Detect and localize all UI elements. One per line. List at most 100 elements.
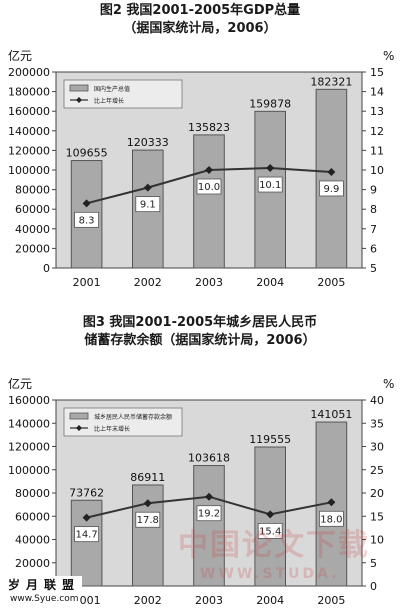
y2-tick-label: 15 <box>370 510 384 523</box>
y2-tick-label: 40 <box>370 394 384 407</box>
growth-point <box>327 167 336 176</box>
y2-tick-label: 6 <box>370 242 377 255</box>
y-tick-label: 60000 <box>15 510 50 523</box>
y2-tick-label: 8 <box>370 203 377 216</box>
x-tick-label: 2005 <box>317 276 345 289</box>
legend-line-marker <box>76 97 82 103</box>
growth-point <box>266 510 275 519</box>
growth-label-box <box>318 510 344 527</box>
y-tick-label: 100000 <box>8 464 50 477</box>
y2-tick-label: 7 <box>370 223 377 236</box>
legend-bar-swatch <box>69 412 89 420</box>
growth-label: 10.0 <box>198 182 220 193</box>
growth-label: 8.3 <box>79 215 95 226</box>
left-axis-unit: 亿元 <box>8 376 32 391</box>
x-tick-label: 2002 <box>134 594 162 607</box>
growth-label: 17.8 <box>137 515 159 526</box>
legend-line-marker <box>76 425 82 431</box>
growth-label-box <box>74 526 99 543</box>
x-tick-label: 2004 <box>256 276 284 289</box>
y2-tick-label: 10 <box>370 164 384 177</box>
y2-tick-label: 0 <box>370 580 377 593</box>
growth-label-box <box>196 178 222 195</box>
growth-label-box <box>257 176 283 193</box>
bar-value-label: 159878 <box>249 97 291 110</box>
y2-tick-label: 20 <box>370 487 384 500</box>
bar-value-label: 141051 <box>310 408 352 421</box>
growth-label: 18.0 <box>320 514 342 525</box>
y2-tick-label: 5 <box>370 557 377 570</box>
legend-bar-label: 城乡居民人民币储蓄存款余额 <box>94 413 172 421</box>
y2-tick-label: 14 <box>370 86 384 99</box>
bar-value-label: 103618 <box>188 452 230 465</box>
y2-tick-label: 35 <box>370 417 384 430</box>
right-axis-unit: % <box>383 49 394 63</box>
y-tick-label: 120000 <box>8 441 50 454</box>
bar <box>70 499 103 587</box>
bar-value-label: 182321 <box>310 75 352 88</box>
bar-value-label: 120333 <box>127 136 169 149</box>
growth-label: 9.1 <box>140 200 156 211</box>
y2-tick-label: 10 <box>370 534 384 547</box>
x-tick-label: 2004 <box>256 594 284 607</box>
left-axis-unit: 亿元 <box>8 48 32 63</box>
growth-label: 19.2 <box>198 509 220 520</box>
bar <box>315 88 348 269</box>
growth-point <box>327 498 336 507</box>
gdp-chart-plot: 亿元 % 0 20000 40000 60000 80000 100000 120000 1400… <box>8 48 394 289</box>
y-tick-label: 0 <box>43 262 50 275</box>
growth-label-box <box>135 511 161 528</box>
y-tick-label: 160000 <box>8 394 50 407</box>
bar-value-label: 119555 <box>249 433 291 446</box>
growth-point <box>205 166 213 174</box>
legend-bar-label: 国内生产总值 <box>94 85 130 93</box>
bar <box>193 465 225 587</box>
site-url-watermark: WWW.STUDA. <box>200 566 340 582</box>
x-tick-label: 2003 <box>195 594 223 607</box>
growth-label-box <box>257 522 283 539</box>
y-tick-label: 80000 <box>15 487 50 500</box>
legend-line-label: 比上年末增长 <box>94 425 130 433</box>
growth-point <box>266 164 275 173</box>
chart-title: 图2 我国2001-2005年GDP总量 <box>99 3 301 18</box>
bar <box>193 134 225 269</box>
gdp-chart: 图2 我国2001-2005年GDP总量 （据国家统计局，2006） 亿元% 0 2… <box>0 0 400 300</box>
y2-tick-label: 9 <box>370 184 377 197</box>
chart-subtitle: 储蓄存款余额（据国家统计局，2006） <box>84 333 316 348</box>
x-tick-label: 2001 <box>73 276 101 289</box>
y-tick-label: 160000 <box>8 105 50 118</box>
site-watermark: 中国论文下载 <box>178 528 370 563</box>
logo-url-watermark: www.Syue.com <box>8 594 81 604</box>
chart-subtitle: （据国家统计局，2006） <box>123 21 277 36</box>
growth-point <box>143 499 152 508</box>
x-tick-label: 2003 <box>195 276 223 289</box>
y2-tick-label: 11 <box>370 144 384 157</box>
growth-label-box <box>74 211 99 228</box>
growth-label-box <box>135 196 161 213</box>
y-tick-label: 180000 <box>8 86 50 99</box>
growth-point <box>205 492 213 501</box>
x-tick-label: 2005 <box>317 594 345 607</box>
y2-tick-label: 30 <box>370 441 384 454</box>
y-tick-label: 140000 <box>8 125 50 138</box>
y-tick-label: 120000 <box>8 144 50 157</box>
y-tick-label: 80000 <box>15 184 50 197</box>
y-tick-label: 40000 <box>15 534 50 547</box>
growth-point <box>82 513 91 522</box>
y-tick-label: 100000 <box>8 164 50 177</box>
bar-value-label: 73762 <box>69 486 104 499</box>
bar-value-label: 86911 <box>130 471 165 484</box>
savings-chart: 图3 我国2001-2005年城乡居民人民币 储蓄存款余额（据国家统计局，200… <box>0 312 400 611</box>
x-tick-label: 2002 <box>134 276 162 289</box>
legend-line-label: 比上年增长 <box>94 97 124 105</box>
y-tick-label: 20000 <box>15 557 50 570</box>
y2-tick-label: 25 <box>370 464 384 477</box>
y-tick-label: 20000 <box>15 242 50 255</box>
y2-tick-label: 12 <box>370 125 384 138</box>
logo-watermark: 岁月联盟 <box>6 576 83 593</box>
growth-point <box>82 199 91 208</box>
growth-label: 14.7 <box>75 530 97 541</box>
growth-label-box <box>318 180 344 197</box>
growth-label: 9.9 <box>323 184 339 195</box>
growth-label: 10.1 <box>259 180 281 191</box>
